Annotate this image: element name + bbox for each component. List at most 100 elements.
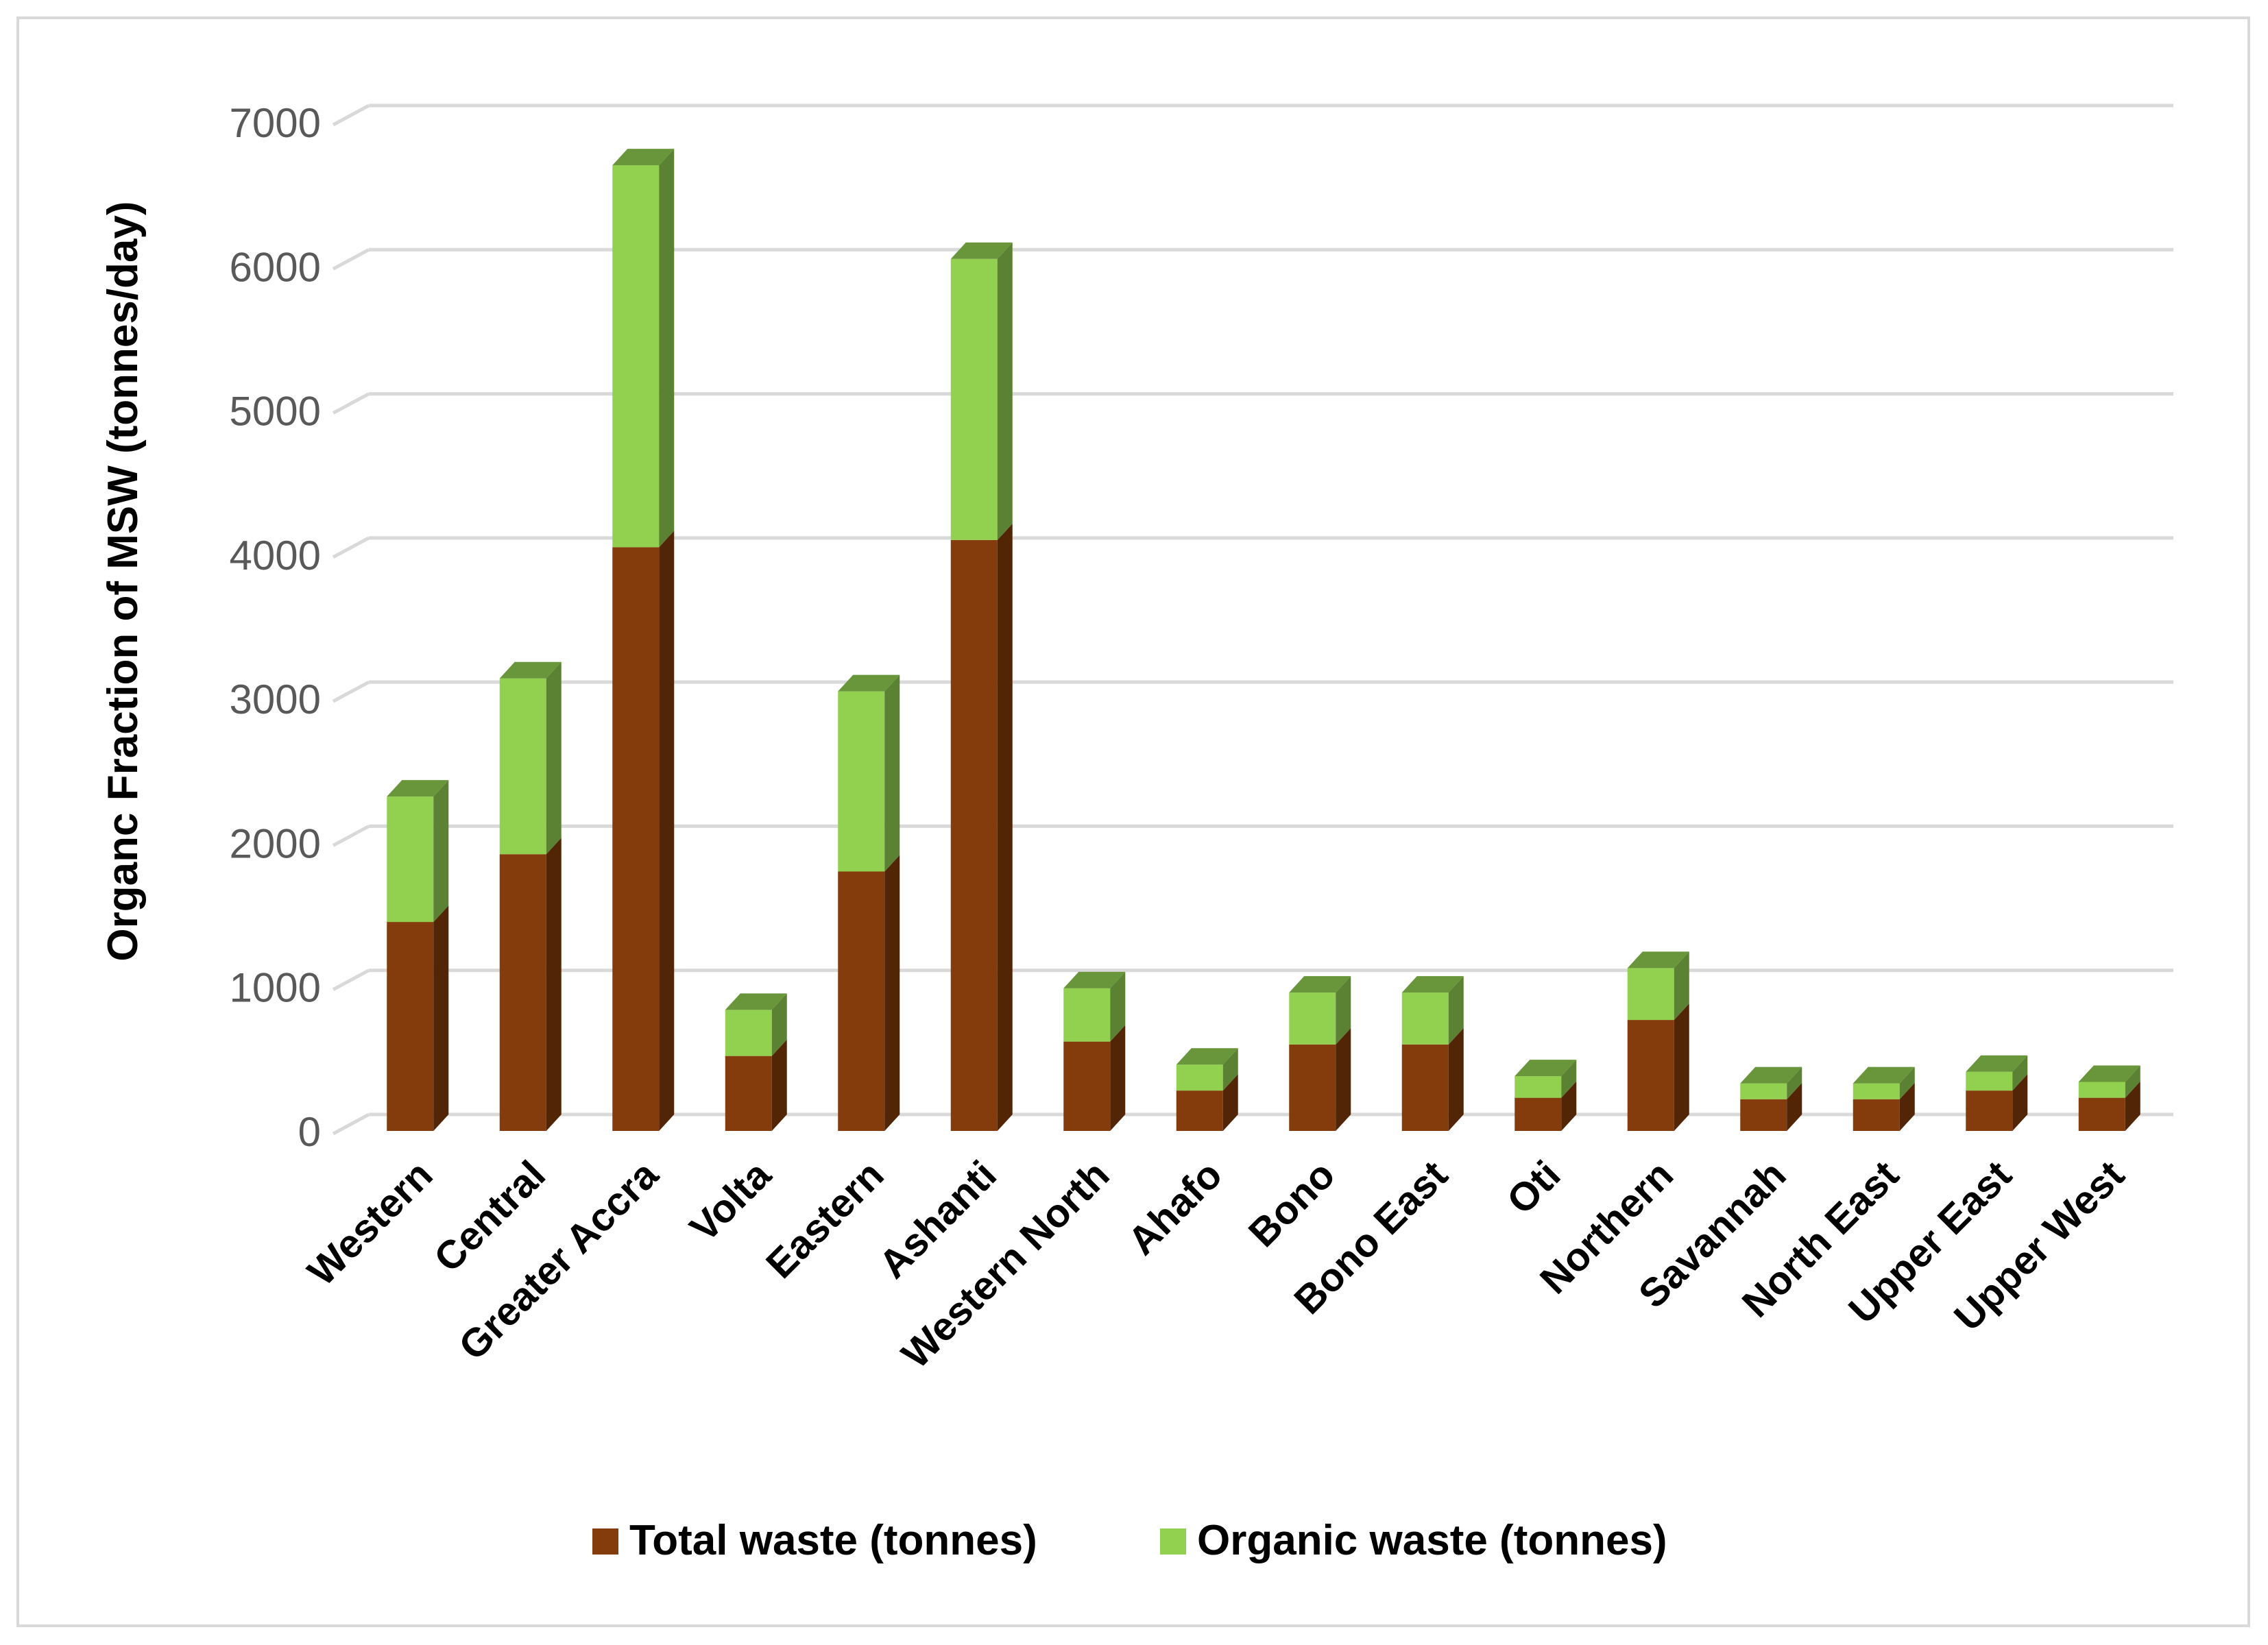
bar-total (1966, 1090, 2013, 1131)
legend-label-organic: Organic waste (tonnes) (1197, 1517, 1667, 1564)
bar-side-organic (1561, 1060, 1577, 1098)
bar-organic (1966, 1071, 2013, 1091)
bar-side-organic (1110, 971, 1126, 1042)
bar-side-total (1336, 1027, 1351, 1131)
bar-side-total (1899, 1082, 1915, 1131)
bar-side-total (2125, 1081, 2140, 1131)
gridline-depth (332, 1112, 370, 1136)
bar-total (1063, 1041, 1111, 1131)
y-axis-title: Organc Fraction of MSW (tonnes/day) (99, 201, 147, 961)
bar-side-organic (1787, 1067, 1802, 1099)
bar-organic (1176, 1064, 1223, 1091)
bar-top-organic (612, 149, 675, 166)
bar-top-organic (950, 242, 1013, 259)
bar-total (387, 922, 434, 1131)
bar-side-organic (2012, 1055, 2028, 1091)
gridlines (332, 103, 2173, 1136)
bar-top-organic (1740, 1067, 1802, 1084)
bar-side-total (1787, 1082, 1802, 1131)
bar-organic (838, 691, 885, 872)
bar-total (1176, 1090, 1223, 1131)
legend-swatch-organic (1160, 1528, 1186, 1555)
bar-side-organic (1336, 976, 1351, 1045)
bar-side-organic (771, 993, 787, 1056)
bar-side-total (997, 523, 1013, 1131)
legend-label-total: Total waste (tonnes) (629, 1517, 1037, 1564)
legend-swatch-total (592, 1528, 618, 1555)
bar-side-total (1674, 1003, 1689, 1131)
gridline-depth (332, 248, 370, 271)
bar-total (499, 854, 546, 1131)
bar-side-total (2012, 1074, 2028, 1131)
bar-organic (387, 796, 434, 923)
bar-total (612, 547, 660, 1131)
bar-organic (2078, 1082, 2125, 1098)
chart-svg: 0 1000 2000 3000 4000 5000 6000 7000 WesternCen… (99, 100, 2173, 1564)
bar-organic (1289, 992, 1336, 1045)
x-tick-label: Greater Accra (450, 1152, 667, 1369)
bar-side-organic (2125, 1065, 2140, 1098)
gridline-depth (332, 825, 370, 847)
bar-top-organic (1176, 1048, 1238, 1065)
bar-organic (499, 678, 546, 855)
bar-side-organic (546, 661, 562, 855)
bar-organic (1853, 1083, 1900, 1099)
bar-side-total (1448, 1027, 1464, 1131)
bar-top-organic (725, 993, 787, 1010)
bar-side-organic (1899, 1067, 1915, 1099)
bar-side-total (1561, 1081, 1577, 1131)
gridline-depth (332, 680, 370, 703)
bar-side-total (659, 531, 675, 1131)
x-tick-label: Western (299, 1152, 441, 1294)
y-tick-label: 4000 (230, 533, 321, 578)
x-tick-label: Bono (1240, 1152, 1344, 1256)
bar-top-organic (1063, 971, 1126, 988)
bar-top-organic (1401, 976, 1464, 993)
y-tick-label: 3000 (230, 677, 321, 722)
gridline-depth (332, 392, 370, 415)
x-tick-label: Eastern (758, 1152, 892, 1287)
bar-side-total (433, 905, 449, 1131)
gridline-depth (332, 968, 370, 991)
bar-top-organic (1853, 1067, 1915, 1084)
chart-frame: 0 1000 2000 3000 4000 5000 6000 7000 Western Cen… (16, 16, 2250, 1627)
bar-top-organic (1289, 976, 1351, 993)
gridline-depth (332, 103, 370, 127)
bar-side-organic (1222, 1048, 1238, 1091)
y-tick-label: 6000 (230, 244, 321, 290)
bar-side-total (546, 838, 562, 1131)
bar-total (950, 539, 998, 1131)
bar-total (1740, 1099, 1787, 1131)
bar-side-organic (1448, 976, 1464, 1045)
bar-top-organic (1627, 951, 1689, 968)
bar-total (838, 871, 885, 1131)
bar-top-organic (387, 780, 449, 797)
y-tick-label: 2000 (230, 820, 321, 866)
bar-top-organic (838, 674, 900, 692)
x-tick-label: Western North (893, 1152, 1118, 1377)
bar-total (1401, 1044, 1449, 1131)
bar-organic (950, 258, 998, 540)
gridline-depth (332, 536, 370, 559)
bar-total (1515, 1097, 1562, 1131)
x-tick-label: Oti (1499, 1152, 1569, 1223)
y-tick-label: 0 (298, 1109, 321, 1155)
bar-organic (1740, 1083, 1787, 1099)
bar-side-organic (997, 242, 1013, 540)
bar-organic (1401, 992, 1449, 1045)
bar-side-total (884, 855, 900, 1131)
y-tick-label: 5000 (230, 389, 321, 435)
bar-total (725, 1056, 772, 1131)
bar-side-organic (433, 780, 449, 923)
bar-top-organic (2078, 1065, 2140, 1082)
bar-side-total (771, 1039, 787, 1131)
y-axis-ticks: 0 1000 2000 3000 4000 5000 6000 7000 (230, 100, 321, 1155)
bar-total (1289, 1044, 1336, 1131)
bar-top-organic (1515, 1060, 1577, 1077)
bar-side-total (1222, 1074, 1238, 1131)
bar-side-organic (1674, 951, 1689, 1021)
bar-organic (1627, 968, 1674, 1021)
bar-top-organic (499, 661, 562, 679)
bar-side-organic (884, 674, 900, 872)
